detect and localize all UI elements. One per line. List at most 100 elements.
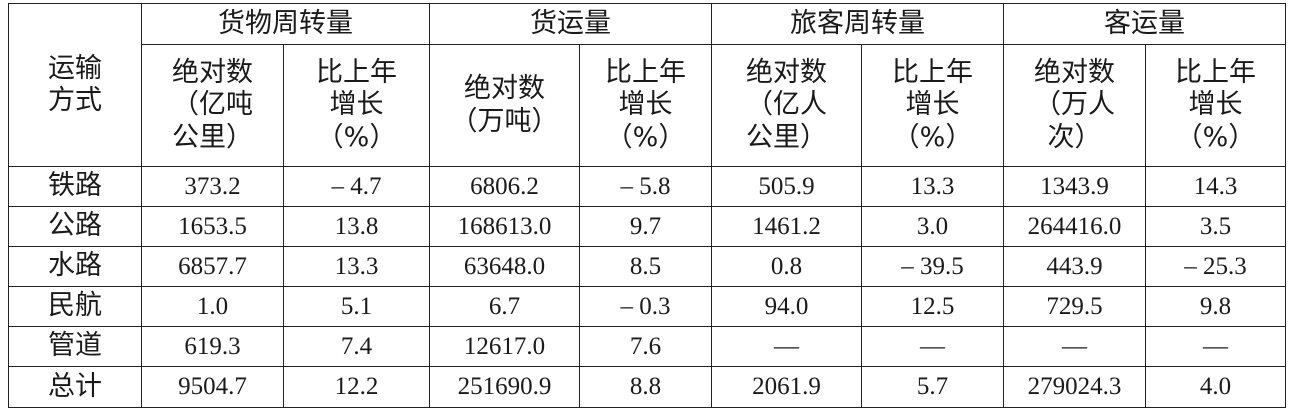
table-cell: 12.5 — [861, 286, 1004, 327]
subheader-line: 绝对数 — [746, 56, 827, 88]
table-cell: 3.0 — [861, 206, 1004, 247]
table-cell: — — [1145, 326, 1286, 367]
row-label: 总计 — [8, 366, 142, 408]
row-label: 铁路 — [8, 166, 142, 207]
table-row-waterway: 水路 6857.7 13.3 63648.0 8.5 0.8– 39.5 443.9– 25… — [8, 246, 1286, 287]
table-cell: 5.1 — [283, 286, 430, 327]
table-cell: – 39.5 — [861, 246, 1004, 287]
corner-header-transport-mode: 运输 方式 — [8, 3, 142, 167]
subheader-line: （%） — [316, 121, 397, 153]
subheader-line: （%） — [892, 121, 973, 153]
table-cell: 5.7 — [861, 366, 1004, 408]
subheader-line: 绝对数 — [464, 73, 545, 105]
corner-header-line: 运输 — [48, 52, 102, 84]
table-cell: 505.9 — [711, 166, 862, 207]
table-cell: – 0.3 — [579, 286, 712, 327]
table-cell: 1343.9 — [1003, 166, 1146, 207]
table-cell: 7.6 — [579, 326, 712, 367]
yoy-growth-header: 比上年 增长 （%） — [579, 44, 712, 167]
table-cell: 13.3 — [861, 166, 1004, 207]
table-cell: 373.2 — [141, 166, 284, 207]
row-label: 管道 — [8, 326, 142, 367]
subheader-line: （亿吨 — [172, 89, 253, 121]
table-cell: 3.5 — [1145, 206, 1286, 247]
table-cell: 443.9 — [1003, 246, 1146, 287]
subheader-line: 比上年 — [605, 56, 686, 88]
group-freight-turnover-header: 货物周转量 — [141, 3, 430, 45]
table-cell: 0.8 — [711, 246, 862, 287]
table-cell: 1461.2 — [711, 206, 862, 247]
table-cell: 94.0 — [711, 286, 862, 327]
table-cell: 168613.0 — [429, 206, 580, 247]
table-cell: 7.4 — [283, 326, 430, 367]
table-cell: 6857.7 — [141, 246, 284, 287]
table-cell: — — [861, 326, 1004, 367]
header-row-groups: 运输 方式 货物周转量 货运量 旅客周转量 客运量 — [8, 3, 1286, 167]
subheader-line: 次） — [1047, 121, 1102, 153]
table-cell: 279024.3 — [1003, 366, 1146, 408]
subheader-line: 增长 — [905, 89, 960, 121]
table-cell: — — [1003, 326, 1146, 367]
table-row-railway: 铁路 373.2– 4.7 6806.2– 5.8 505.9 13.3 1343.9 14… — [8, 166, 1286, 207]
table-cell: 8.5 — [579, 246, 712, 287]
table-row-highway: 公路 1653.5 13.8 168613.0 9.7 1461.2 3.0 264416.0… — [8, 206, 1286, 247]
subheader-line: 比上年 — [1175, 56, 1256, 88]
subheader-line: 增长 — [618, 89, 673, 121]
table-cell: 12617.0 — [429, 326, 580, 367]
group-freight-volume-header: 货运量 — [429, 3, 712, 45]
row-label: 民航 — [8, 286, 142, 327]
subheader-line: （%） — [1175, 121, 1256, 153]
table-cell: 9.7 — [579, 206, 712, 247]
table-cell: 251690.9 — [429, 366, 580, 408]
table-cell: 6.7 — [429, 286, 580, 327]
table-cell: 9504.7 — [141, 366, 284, 408]
table-cell: – 5.8 — [579, 166, 712, 207]
subheader-line: 公里） — [746, 121, 827, 153]
table-cell: 2061.9 — [711, 366, 862, 408]
transport-statistics-table: 运输 方式 货物周转量 货运量 旅客周转量 客运量 绝对数 （亿吨 公里） 比上年 增长 （%） 绝对数… — [8, 3, 1286, 408]
table-cell: 14.3 — [1145, 166, 1286, 207]
header-row-subheaders: 绝对数 （亿吨 公里） 比上年 增长 （%） 绝对数 （万吨） 比上年 增长 （%） 绝对数 （亿人 公里… — [9, 44, 1286, 167]
table-cell: 6806.2 — [429, 166, 580, 207]
subheader-line: （亿人 — [746, 89, 827, 121]
table-row-pipeline: 管道 619.3 7.4 12617.0 7.6— — — — — [8, 326, 1286, 367]
table-cell: 1.0 — [141, 286, 284, 327]
yoy-growth-header: 比上年 增长 （%） — [283, 44, 430, 167]
table-cell: 1653.5 — [141, 206, 284, 247]
table-cell: 13.3 — [283, 246, 430, 287]
table-cell: 619.3 — [141, 326, 284, 367]
absolute-value-header: 绝对数 （亿吨 公里） — [141, 44, 284, 167]
subheader-line: （万吨） — [450, 105, 559, 137]
row-label: 水路 — [8, 246, 142, 287]
table-cell: 13.8 — [283, 206, 430, 247]
table-cell: 9.8 — [1145, 286, 1286, 327]
yoy-growth-header: 比上年 增长 （%） — [1145, 44, 1286, 167]
absolute-value-header: 绝对数 （万吨） — [429, 44, 580, 167]
group-passenger-turnover-header: 旅客周转量 — [711, 3, 1004, 45]
table-cell: – 25.3 — [1145, 246, 1286, 287]
row-label: 公路 — [8, 206, 142, 247]
table-row-civil-aviation: 民航 1.0 5.1 6.7– 0.3 94.0 12.5 729.5 9.8 — [8, 286, 1286, 327]
table-cell: — — [711, 326, 862, 367]
table-cell: 8.8 — [579, 366, 712, 408]
yoy-growth-header: 比上年 增长 （%） — [861, 44, 1004, 167]
subheader-line: 比上年 — [892, 56, 973, 88]
subheader-line: （%） — [605, 121, 686, 153]
subheader-line: 比上年 — [316, 56, 397, 88]
absolute-value-header: 绝对数 （万人 次） — [1003, 44, 1146, 167]
subheader-line: 绝对数 — [1034, 56, 1115, 88]
absolute-value-header: 绝对数 （亿人 公里） — [711, 44, 862, 167]
subheader-line: 公里） — [172, 121, 253, 153]
table-cell: – 4.7 — [283, 166, 430, 207]
corner-header-line: 方式 — [48, 85, 102, 116]
table-cell: 12.2 — [283, 366, 430, 408]
subheader-line: 增长 — [329, 89, 384, 121]
table-cell: 4.0 — [1145, 366, 1286, 408]
table-cell: 729.5 — [1003, 286, 1146, 327]
subheader-line: 绝对数 — [172, 56, 253, 88]
subheader-line: （万人 — [1034, 89, 1115, 121]
table-cell: 264416.0 — [1003, 206, 1146, 247]
group-passenger-volume-header: 客运量 — [1003, 3, 1286, 45]
subheader-line: 增长 — [1188, 89, 1243, 121]
table-cell: 63648.0 — [429, 246, 580, 287]
